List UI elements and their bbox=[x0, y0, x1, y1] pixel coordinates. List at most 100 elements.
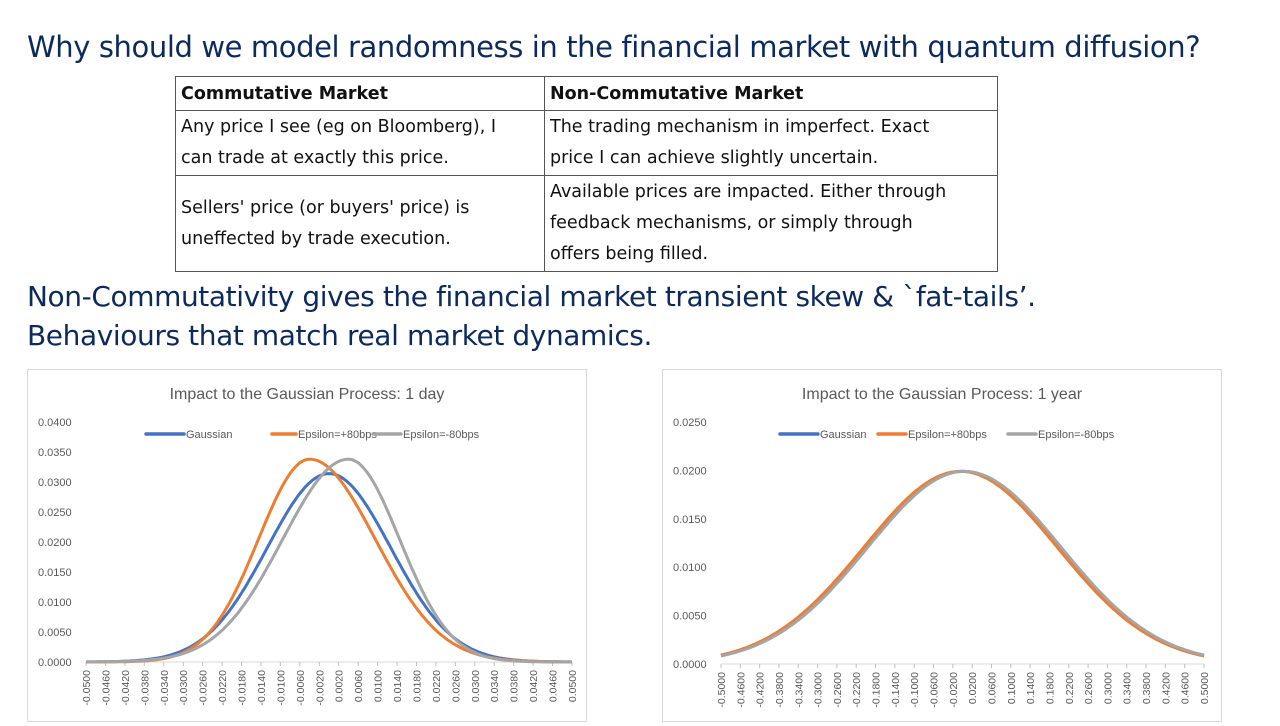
chart-title: Impact to the Gaussian Process: 1 day bbox=[170, 386, 445, 403]
x-tick-label: 0.0460 bbox=[548, 670, 560, 702]
x-tick-label: 0.0500 bbox=[567, 670, 579, 702]
cell-line: uneffected by trade execution. bbox=[181, 228, 451, 249]
cell-line: feedback mechanisms, or simply through bbox=[550, 213, 913, 233]
x-tick-label: -0.4600 bbox=[735, 672, 747, 708]
y-tick-label: 0.0100 bbox=[673, 562, 707, 574]
y-tick-label: 0.0050 bbox=[673, 611, 707, 623]
cell-line: Available prices are impacted. Either th… bbox=[550, 182, 947, 202]
x-tick-label: 0.0060 bbox=[353, 670, 365, 702]
cell-line: price I can achieve slightly uncertain. bbox=[550, 148, 879, 168]
x-tick-label: -0.3800 bbox=[774, 672, 786, 708]
comparison-table: Commutative Market Non-Commutative Marke… bbox=[175, 76, 998, 272]
x-tick-label: 0.0340 bbox=[489, 670, 501, 702]
x-tick-label: 0.5000 bbox=[1199, 672, 1211, 704]
chart-title: Impact to the Gaussian Process: 1 year bbox=[802, 386, 1083, 403]
x-tick-label: -0.1400 bbox=[890, 672, 902, 708]
y-tick-label: 0.0100 bbox=[38, 597, 72, 609]
x-tick-label: 0.2600 bbox=[1083, 672, 1095, 704]
x-tick-label: -0.5000 bbox=[716, 672, 728, 708]
x-tick-label: 0.0220 bbox=[431, 670, 443, 702]
y-tick-label: 0.0250 bbox=[673, 417, 707, 429]
legend-label: Gaussian bbox=[820, 429, 866, 441]
x-tick-label: 0.0260 bbox=[450, 670, 462, 702]
chart-1-day: Impact to the Gaussian Process: 1 day 0.0… bbox=[27, 369, 587, 722]
cell-line: Sellers' price (or buyers' price) is bbox=[181, 197, 470, 218]
cell-line: The trading mechanism in imperfect. Exac… bbox=[550, 117, 930, 137]
x-tick-label: 0.1800 bbox=[1044, 672, 1056, 704]
legend-label: Epsilon=+80bps bbox=[298, 429, 377, 441]
x-tick-label: 0.0300 bbox=[470, 670, 482, 702]
x-tick-label: -0.0500 bbox=[81, 670, 93, 706]
x-tick-label: -0.2200 bbox=[851, 672, 863, 708]
x-tick-label: -0.0140 bbox=[256, 670, 268, 706]
x-tick-label: -0.0180 bbox=[237, 670, 249, 706]
x-tick-label: 0.2200 bbox=[1064, 672, 1076, 704]
y-tick-label: 0.0250 bbox=[38, 507, 72, 519]
y-tick-label: 0.0200 bbox=[673, 465, 707, 477]
x-tick-label: 0.0600 bbox=[986, 672, 998, 704]
x-tick-label: -0.0200 bbox=[948, 672, 960, 708]
legend-label: Epsilon=-80bps bbox=[403, 429, 480, 441]
x-tick-label: -0.0300 bbox=[178, 670, 190, 706]
subtitle-line-2: Behaviours that match real market dynami… bbox=[27, 319, 652, 352]
x-tick-label: 0.0200 bbox=[967, 672, 979, 704]
y-tick-label: 0.0400 bbox=[38, 417, 72, 429]
y-tick-label: 0.0150 bbox=[673, 514, 707, 526]
chart-1-year-svg: Impact to the Gaussian Process: 1 year 0.… bbox=[673, 386, 1211, 708]
cell-line: Any price I see (eg on Bloomberg), I bbox=[181, 117, 496, 137]
x-tick-label: -0.0060 bbox=[295, 670, 307, 706]
x-tick-label: -0.3400 bbox=[793, 672, 805, 708]
x-tick-label: 0.4200 bbox=[1160, 672, 1172, 704]
x-tick-label: -0.1000 bbox=[909, 672, 921, 708]
table-cell: Available prices are impacted. Either th… bbox=[544, 175, 998, 272]
x-tick-label: 0.3400 bbox=[1122, 672, 1134, 704]
legend-label: Epsilon=-80bps bbox=[1038, 429, 1115, 441]
x-tick-label: 0.1000 bbox=[1006, 672, 1018, 704]
x-tick-label: -0.3000 bbox=[813, 672, 825, 708]
table-row: Any price I see (eg on Bloomberg), I can… bbox=[175, 110, 998, 176]
table-row: Sellers' price (or buyers' price) is une… bbox=[175, 175, 998, 272]
y-tick-label: 0.0000 bbox=[38, 657, 72, 669]
legend-label: Gaussian bbox=[186, 429, 232, 441]
y-tick-label: 0.0150 bbox=[38, 567, 72, 579]
legend-label: Epsilon=+80bps bbox=[908, 429, 987, 441]
x-tick-label: 0.0020 bbox=[334, 670, 346, 702]
x-tick-label: 0.3800 bbox=[1141, 672, 1153, 704]
series-line-2 bbox=[720, 469, 1205, 658]
x-tick-label: 0.0100 bbox=[373, 670, 385, 702]
y-tick-label: 0.0000 bbox=[673, 659, 707, 671]
x-tick-label: 0.0420 bbox=[528, 670, 540, 702]
x-tick-label: -0.4200 bbox=[755, 672, 767, 708]
x-tick-label: -0.0340 bbox=[159, 670, 171, 706]
x-tick-label: -0.0220 bbox=[217, 670, 229, 706]
x-tick-label: -0.0380 bbox=[139, 670, 151, 706]
cell-line: offers being filled. bbox=[550, 244, 709, 264]
cell-line: can trade at exactly this price. bbox=[181, 148, 449, 168]
x-tick-label: -0.0420 bbox=[120, 670, 132, 706]
slide-title: Why should we model randomness in the fi… bbox=[27, 30, 1201, 64]
x-tick-label: 0.1400 bbox=[1025, 672, 1037, 704]
x-tick-label: 0.0180 bbox=[411, 670, 423, 702]
x-tick-label: -0.0460 bbox=[100, 670, 112, 706]
x-tick-label: -0.2600 bbox=[832, 672, 844, 708]
x-tick-label: -0.0600 bbox=[929, 672, 941, 708]
y-tick-label: 0.0200 bbox=[38, 537, 72, 549]
header-commutative: Commutative Market bbox=[175, 76, 545, 111]
table-cell: The trading mechanism in imperfect. Exac… bbox=[544, 110, 998, 176]
x-tick-label: 0.0380 bbox=[509, 670, 521, 702]
x-tick-label: -0.0260 bbox=[198, 670, 210, 706]
header-non-commutative: Non-Commutative Market bbox=[544, 76, 998, 111]
series-line-1 bbox=[720, 469, 1205, 658]
chart-1-day-svg: Impact to the Gaussian Process: 1 day 0.0… bbox=[38, 386, 579, 706]
y-tick-label: 0.0300 bbox=[38, 477, 72, 489]
series-line-0 bbox=[720, 469, 1205, 657]
series-line-2 bbox=[86, 457, 572, 664]
table-header-row: Commutative Market Non-Commutative Marke… bbox=[175, 76, 998, 111]
x-tick-label: 0.0140 bbox=[392, 670, 404, 702]
x-tick-label: -0.0100 bbox=[275, 670, 287, 706]
x-tick-label: -0.1800 bbox=[871, 672, 883, 708]
x-tick-label: 0.3000 bbox=[1102, 672, 1114, 704]
y-tick-label: 0.0050 bbox=[38, 627, 72, 639]
table-cell: Sellers' price (or buyers' price) is une… bbox=[175, 175, 545, 272]
series-line-0 bbox=[86, 472, 572, 664]
